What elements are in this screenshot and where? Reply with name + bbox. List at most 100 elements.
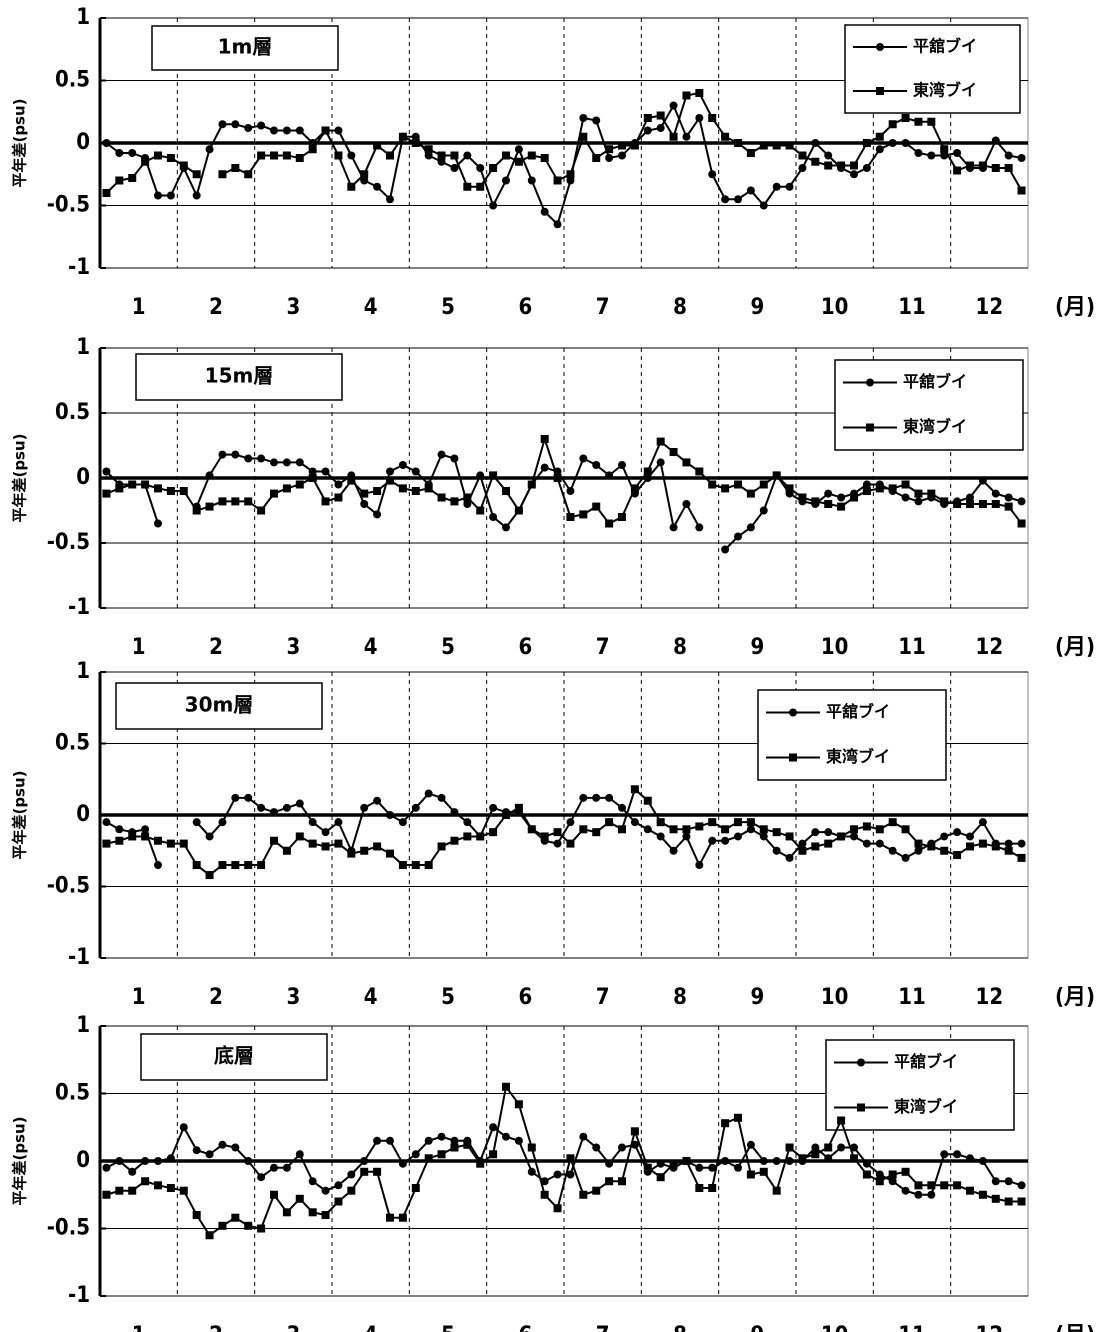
marker: [953, 1181, 962, 1190]
marker: [231, 1143, 240, 1152]
marker: [1004, 493, 1013, 502]
marker: [901, 1167, 910, 1176]
marker: [605, 818, 614, 827]
marker: [772, 471, 781, 480]
marker: [630, 1127, 639, 1136]
marker: [734, 818, 742, 827]
marker: [721, 545, 730, 554]
marker: [772, 846, 781, 855]
marker: [824, 489, 833, 498]
marker: [1017, 186, 1026, 195]
marker: [708, 1184, 717, 1192]
marker: [1004, 151, 1013, 160]
marker: [295, 458, 304, 467]
marker: [334, 1181, 343, 1190]
marker: [643, 126, 652, 135]
marker: [102, 139, 111, 147]
marker: [862, 822, 871, 831]
x-tick-label: 7: [596, 295, 610, 320]
marker: [450, 808, 459, 817]
marker: [630, 818, 639, 827]
marker: [115, 1157, 124, 1165]
marker: [141, 832, 150, 841]
marker: [257, 151, 266, 160]
marker: [811, 497, 820, 506]
x-tick-label: 12: [976, 635, 1004, 660]
legend-box: [757, 689, 947, 781]
legend-marker: [857, 1058, 865, 1067]
marker: [128, 1186, 137, 1195]
marker: [437, 151, 446, 160]
marker: [192, 861, 201, 870]
marker: [295, 126, 304, 135]
marker: [424, 789, 433, 798]
marker: [270, 1190, 278, 1199]
marker: [682, 91, 691, 100]
marker: [450, 497, 459, 506]
marker: [476, 182, 485, 191]
marker: [128, 1167, 137, 1176]
y-tick-label: -1: [68, 595, 90, 620]
marker: [1017, 519, 1026, 528]
y-tick-label: 0: [76, 802, 90, 827]
marker: [605, 154, 614, 162]
marker: [824, 500, 833, 508]
y-tick-label: 0: [76, 1148, 90, 1173]
y-tick-label: 0.5: [55, 1081, 90, 1106]
marker: [862, 139, 871, 147]
marker: [682, 132, 691, 141]
marker: [321, 842, 330, 851]
marker: [927, 489, 936, 498]
marker: [347, 1186, 356, 1195]
marker: [527, 151, 536, 160]
marker: [102, 489, 111, 498]
marker: [824, 828, 833, 837]
marker: [798, 846, 807, 855]
marker: [308, 1208, 317, 1217]
marker: [940, 497, 949, 506]
marker: [360, 489, 369, 498]
marker: [360, 1157, 369, 1165]
marker: [218, 818, 227, 827]
marker: [837, 1116, 846, 1125]
marker: [875, 1177, 884, 1186]
x-tick-label: 4: [364, 295, 378, 320]
marker: [437, 493, 446, 502]
marker: [102, 1190, 111, 1199]
marker: [914, 489, 923, 498]
marker: [708, 818, 717, 827]
marker: [1017, 1197, 1026, 1206]
chart-title: 底層: [214, 1044, 254, 1068]
marker: [695, 114, 704, 122]
marker: [282, 151, 291, 160]
marker: [669, 448, 678, 456]
marker: [875, 484, 884, 493]
x-tick-label: 1: [132, 1323, 146, 1332]
marker: [154, 861, 162, 870]
marker: [888, 120, 897, 129]
marker: [527, 480, 536, 489]
x-unit: (月): [1055, 1323, 1095, 1332]
marker: [295, 799, 304, 808]
x-tick-label: 2: [209, 295, 223, 320]
marker: [927, 117, 936, 126]
marker: [270, 808, 278, 817]
marker: [502, 523, 510, 532]
marker: [270, 126, 278, 135]
marker: [231, 793, 240, 802]
marker: [102, 467, 111, 476]
marker: [695, 1163, 704, 1172]
marker: [244, 1221, 253, 1230]
marker: [618, 513, 626, 521]
legend-label: 東湾ブイ: [903, 417, 967, 436]
marker: [450, 1136, 459, 1145]
marker: [514, 145, 523, 154]
marker: [282, 1208, 291, 1217]
marker: [579, 1132, 588, 1141]
title-box: [115, 682, 323, 730]
marker: [502, 1132, 510, 1141]
y-tick-label: -1: [68, 945, 90, 970]
marker: [1004, 839, 1013, 848]
marker: [166, 154, 175, 162]
series-line: [195, 792, 1022, 868]
